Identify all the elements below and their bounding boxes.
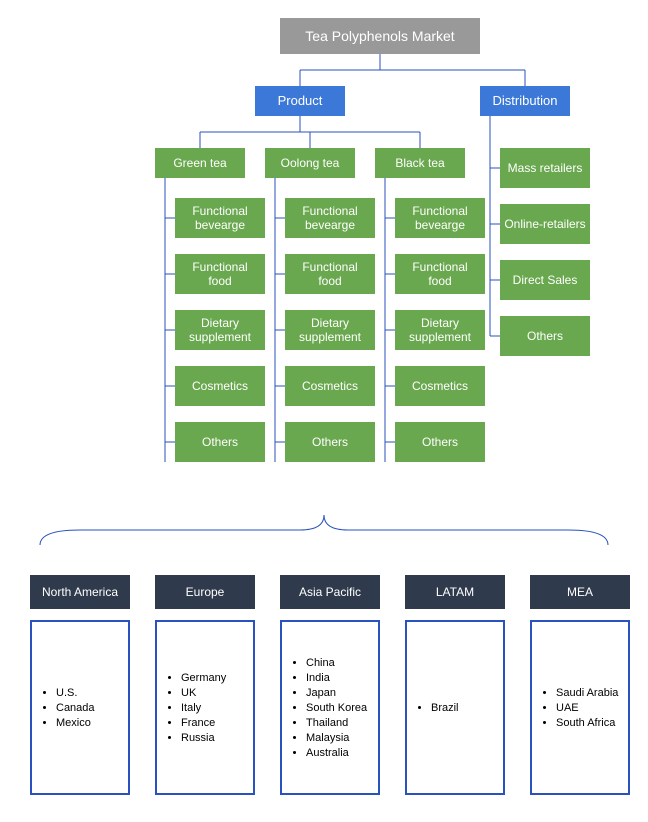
region-header-na: North America xyxy=(30,575,130,609)
country-item: South Korea xyxy=(306,702,372,714)
country-item: France xyxy=(181,717,247,729)
country-item: Australia xyxy=(306,747,372,759)
tea-oolong: Oolong tea xyxy=(265,148,355,178)
dist-2: Direct Sales xyxy=(500,260,590,300)
country-item: Saudi Arabia xyxy=(556,687,622,699)
region-header-apac: Asia Pacific xyxy=(280,575,380,609)
green-sub-0: Functional bevearge xyxy=(175,198,265,238)
green-sub-4: Others xyxy=(175,422,265,462)
country-item: Germany xyxy=(181,672,247,684)
black-sub-0: Functional bevearge xyxy=(395,198,485,238)
country-item: Malaysia xyxy=(306,732,372,744)
region-header-mea: MEA xyxy=(530,575,630,609)
category-distribution: Distribution xyxy=(480,86,570,116)
country-item: Japan xyxy=(306,687,372,699)
dist-0: Mass retailers xyxy=(500,148,590,188)
country-item: U.S. xyxy=(56,687,122,699)
black-sub-1: Functional food xyxy=(395,254,485,294)
country-item: China xyxy=(306,657,372,669)
country-item: Brazil xyxy=(431,702,497,714)
oolong-sub-1: Functional food xyxy=(285,254,375,294)
category-product: Product xyxy=(255,86,345,116)
tea-black: Black tea xyxy=(375,148,465,178)
region-box-apac: China India Japan South Korea Thailand M… xyxy=(280,620,380,795)
green-sub-2: Dietary supplement xyxy=(175,310,265,350)
region-header-eu: Europe xyxy=(155,575,255,609)
dist-3: Others xyxy=(500,316,590,356)
oolong-sub-2: Dietary supplement xyxy=(285,310,375,350)
oolong-sub-4: Others xyxy=(285,422,375,462)
black-sub-2: Dietary supplement xyxy=(395,310,485,350)
country-item: Russia xyxy=(181,732,247,744)
region-box-mea: Saudi Arabia UAE South Africa xyxy=(530,620,630,795)
green-sub-3: Cosmetics xyxy=(175,366,265,406)
oolong-sub-0: Functional bevearge xyxy=(285,198,375,238)
green-sub-1: Functional food xyxy=(175,254,265,294)
region-header-latam: LATAM xyxy=(405,575,505,609)
root-node: Tea Polyphenols Market xyxy=(280,18,480,54)
country-item: Thailand xyxy=(306,717,372,729)
oolong-sub-3: Cosmetics xyxy=(285,366,375,406)
region-box-eu: Germany UK Italy France Russia xyxy=(155,620,255,795)
region-box-latam: Brazil xyxy=(405,620,505,795)
country-item: UK xyxy=(181,687,247,699)
country-item: Italy xyxy=(181,702,247,714)
country-item: India xyxy=(306,672,372,684)
country-item: Canada xyxy=(56,702,122,714)
tea-green: Green tea xyxy=(155,148,245,178)
dist-1: Online-retailers xyxy=(500,204,590,244)
black-sub-4: Others xyxy=(395,422,485,462)
country-item: UAE xyxy=(556,702,622,714)
country-item: South Africa xyxy=(556,717,622,729)
country-item: Mexico xyxy=(56,717,122,729)
black-sub-3: Cosmetics xyxy=(395,366,485,406)
region-box-na: U.S. Canada Mexico xyxy=(30,620,130,795)
